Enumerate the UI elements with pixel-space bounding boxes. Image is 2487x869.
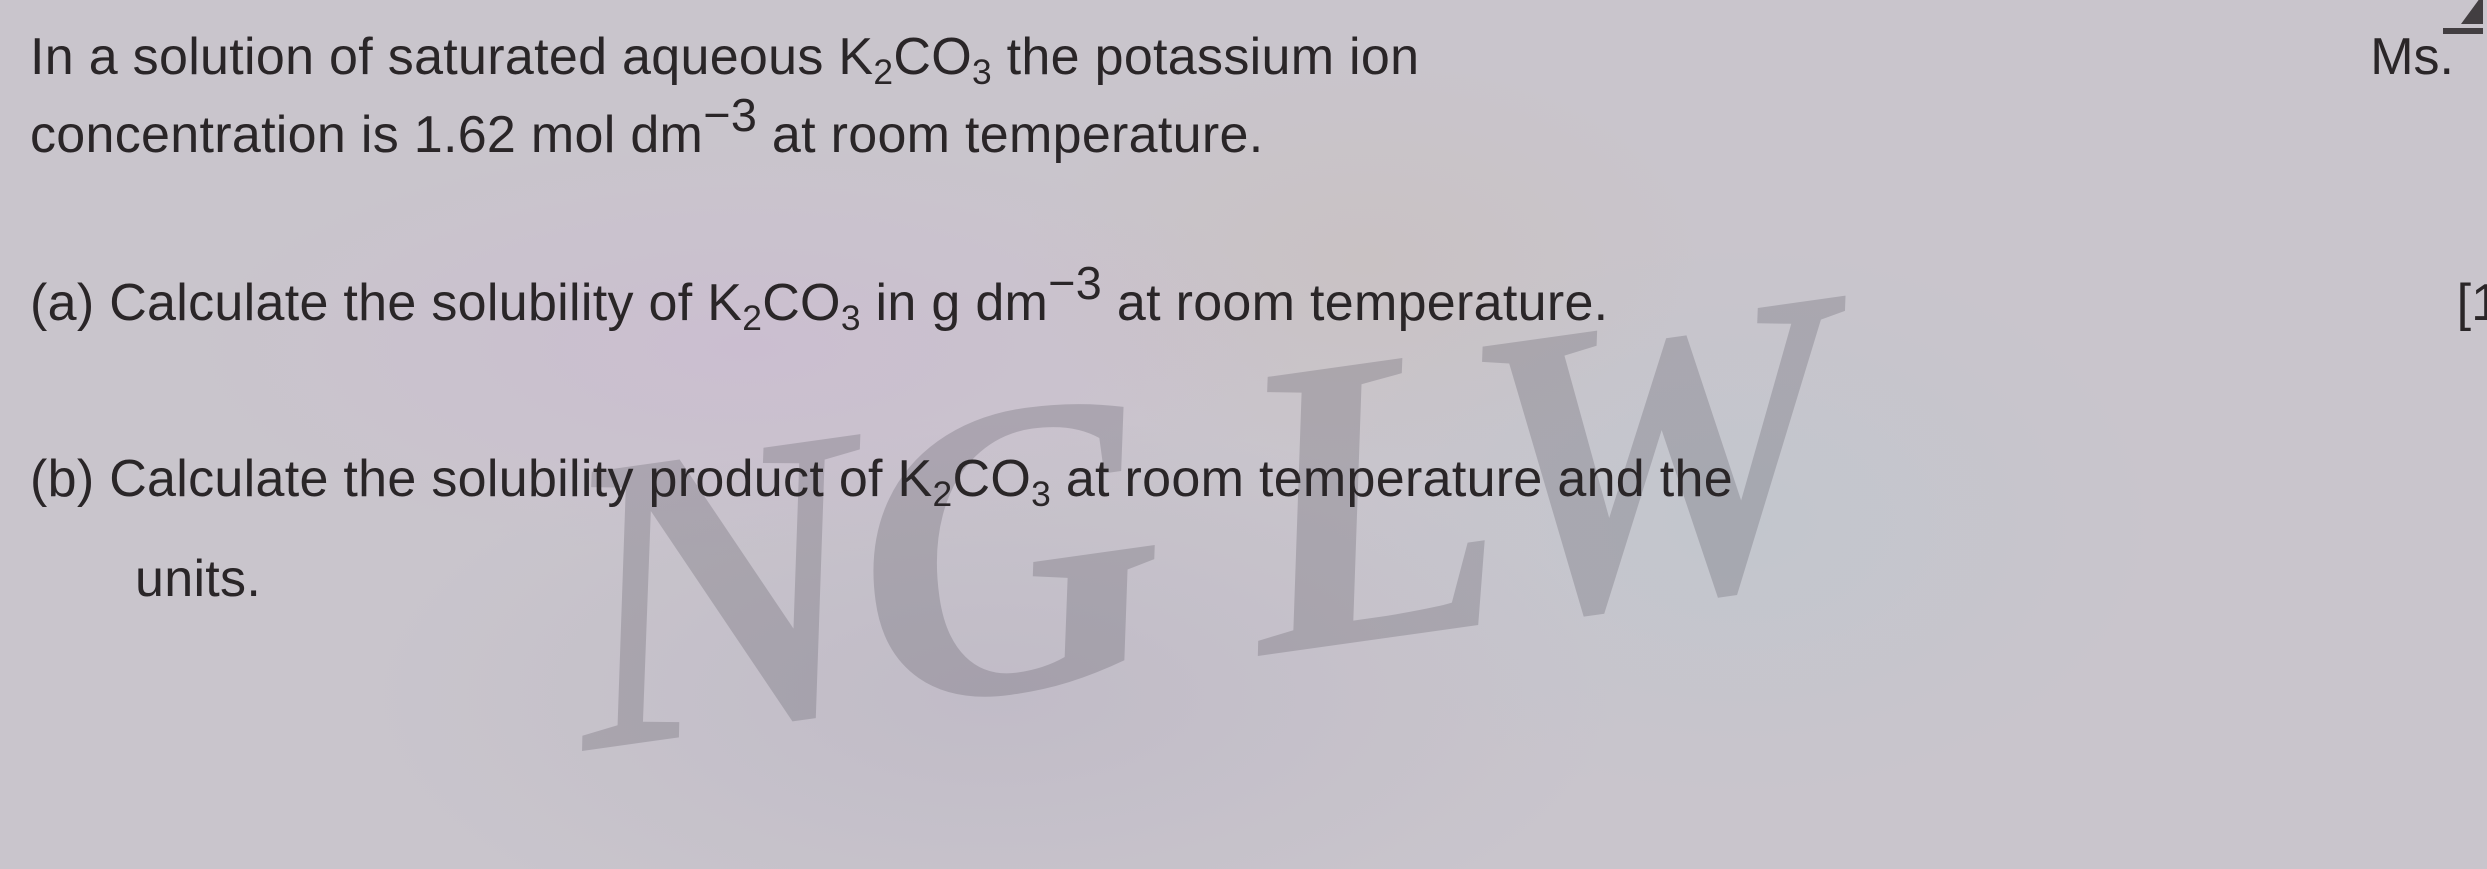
formula-sub-3: 3 bbox=[972, 53, 992, 92]
ms-label: Ms. bbox=[2370, 27, 2454, 87]
part-b-text: (b) Calculate the solubility product of … bbox=[30, 440, 1733, 518]
intro-line-1: In a solution of saturated aqueous K2CO3… bbox=[30, 18, 1419, 96]
part-a-label: (a) bbox=[30, 274, 109, 332]
part-b-row2: units. [ bbox=[30, 518, 2487, 618]
intro-line-2: concentration is 1.62 mol dm−3 at room t… bbox=[30, 96, 2467, 174]
part-b-co: CO bbox=[953, 450, 1032, 508]
intro-text-1b: the potassium ion bbox=[992, 28, 1419, 86]
formula-sub-2: 2 bbox=[873, 53, 893, 92]
part-b-pre: Calculate the solubility product of K bbox=[109, 450, 932, 508]
intro-text-1a: In a solution of saturated aqueous K bbox=[30, 28, 873, 86]
part-a-mid: in g dm bbox=[861, 274, 1048, 332]
unit-sup-neg3: −3 bbox=[703, 89, 757, 141]
part-a-sub1: 2 bbox=[742, 299, 762, 338]
part-a-pre: Calculate the solubility of K bbox=[109, 274, 742, 332]
part-a-sup: −3 bbox=[1048, 257, 1102, 309]
part-a-text: (a) Calculate the solubility of K2CO3 in… bbox=[30, 264, 1608, 342]
intro-text-2b: at room temperature. bbox=[757, 106, 1263, 164]
part-b-post: at room temperature and the bbox=[1051, 450, 1733, 508]
formula-co: CO bbox=[893, 28, 972, 86]
question-content: In a solution of saturated aqueous K2CO3… bbox=[0, 0, 2487, 638]
part-a-co: CO bbox=[762, 274, 841, 332]
intro-text-2a: concentration is 1.62 mol dm bbox=[30, 106, 703, 164]
part-b-sub2: 3 bbox=[1031, 475, 1051, 514]
part-a-marks: [1 bbox=[2457, 273, 2487, 333]
part-a-row: (a) Calculate the solubility of K2CO3 in… bbox=[30, 264, 2487, 342]
part-b-sub1: 2 bbox=[933, 475, 953, 514]
part-b-units: units. bbox=[135, 540, 261, 618]
part-a-post: at room temperature. bbox=[1102, 274, 1608, 332]
part-b-row1: (b) Calculate the solubility product of … bbox=[30, 440, 2487, 518]
part-b-block: (b) Calculate the solubility product of … bbox=[30, 440, 2467, 618]
part-b-label: (b) bbox=[30, 450, 109, 508]
part-a-sub2: 3 bbox=[841, 299, 861, 338]
intro-block: In a solution of saturated aqueous K2CO3… bbox=[30, 18, 2467, 174]
